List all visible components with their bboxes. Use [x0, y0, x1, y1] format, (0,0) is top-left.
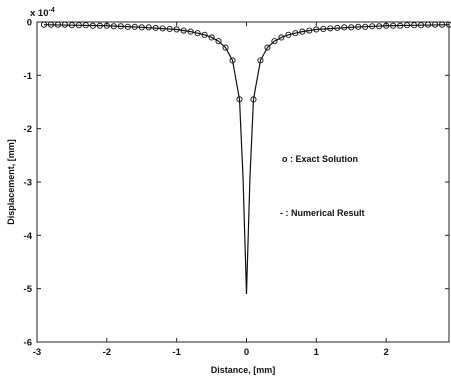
exact-solution-point — [334, 24, 341, 31]
exact-solution-point — [438, 21, 446, 28]
exact-solution-point — [152, 24, 159, 31]
x-axis-label: Distance, [mm] — [211, 365, 276, 375]
exact-solution-point — [369, 23, 376, 30]
exact-solution-point — [208, 34, 215, 41]
exact-solution-point — [320, 25, 327, 32]
exact-solution-point — [145, 24, 152, 31]
y-tick-label: 0 — [27, 18, 32, 29]
x-tick-label: -3 — [33, 347, 41, 358]
y-tick-label: -1 — [24, 71, 33, 82]
exact-solution-point — [194, 30, 201, 37]
x-tick-label: 1 — [314, 347, 320, 358]
legend-numerical-result: - : Numerical Result — [280, 208, 365, 218]
exact-solution-point — [166, 25, 173, 32]
y-axis-ticks: 0 -1 -2 -3 -4 -5 -6 — [24, 18, 449, 349]
exact-solution-point — [201, 31, 208, 38]
exact-solution-point — [215, 38, 222, 45]
exact-solution-point — [68, 22, 75, 29]
y-tick-label: -2 — [24, 124, 32, 135]
exact-solution-point — [236, 96, 243, 103]
exact-solution-point — [418, 22, 425, 29]
exact-solution-series — [40, 21, 451, 103]
exact-solution-point — [229, 57, 236, 64]
exact-solution-point — [355, 23, 362, 30]
exact-solution-point — [61, 21, 68, 28]
exact-solution-point — [103, 22, 110, 29]
exact-solution-point — [306, 27, 313, 34]
exact-solution-point — [376, 23, 383, 30]
exact-solution-point — [431, 21, 439, 28]
exact-solution-point — [425, 21, 432, 28]
exact-solution-point — [362, 23, 369, 30]
y-tick-label: -4 — [24, 231, 33, 242]
exact-solution-point — [89, 22, 96, 29]
exact-solution-point — [390, 22, 397, 29]
exact-solution-point — [285, 31, 292, 38]
exact-solution-point — [299, 28, 306, 35]
x-tick-label: 2 — [384, 347, 389, 358]
exact-solution-point — [159, 25, 166, 32]
exact-solution-point — [40, 21, 48, 28]
legend-exact-solution: o : Exact Solution — [282, 154, 358, 164]
exact-solution-point — [75, 22, 82, 29]
exact-solution-point — [257, 57, 264, 64]
exact-solution-point — [327, 25, 334, 32]
exact-solution-point — [278, 34, 285, 41]
exact-solution-point — [341, 24, 348, 31]
y-axis-multiplier: x 10-4 — [30, 7, 55, 19]
exact-solution-point — [445, 21, 451, 28]
exact-solution-point — [383, 22, 390, 29]
y-tick-label: -3 — [24, 178, 32, 189]
exact-solution-point — [180, 27, 187, 34]
exact-solution-point — [292, 30, 299, 37]
exact-solution-point — [250, 96, 257, 103]
exact-solution-point — [173, 26, 180, 33]
exact-solution-point — [313, 26, 320, 33]
x-tick-label: -2 — [103, 347, 111, 358]
exact-solution-point — [187, 28, 194, 35]
exact-solution-point — [348, 24, 355, 31]
exact-solution-point — [222, 44, 229, 51]
x-tick-label: -1 — [172, 347, 181, 358]
x-axis-ticks: -3 -2 -1 0 1 2 — [33, 22, 389, 358]
exact-solution-point — [131, 23, 138, 30]
exact-solution-point — [124, 23, 131, 30]
exact-solution-point — [117, 23, 124, 30]
exact-solution-point — [404, 22, 411, 29]
exact-solution-point — [264, 44, 271, 51]
exact-solution-point — [110, 23, 117, 30]
exact-solution-point — [138, 24, 145, 31]
x-tick-label: 0 — [244, 347, 249, 358]
y-tick-label: -6 — [24, 338, 32, 349]
y-axis-label: Displacement, [mm] — [6, 139, 16, 225]
exact-solution-point — [82, 22, 89, 29]
exact-solution-point — [47, 21, 55, 28]
exact-solution-point — [397, 22, 404, 29]
exact-solution-point — [271, 38, 278, 45]
exact-solution-point — [411, 22, 418, 29]
exact-solution-point — [96, 22, 103, 29]
exact-solution-point — [54, 21, 61, 28]
y-tick-label: -5 — [24, 284, 33, 295]
